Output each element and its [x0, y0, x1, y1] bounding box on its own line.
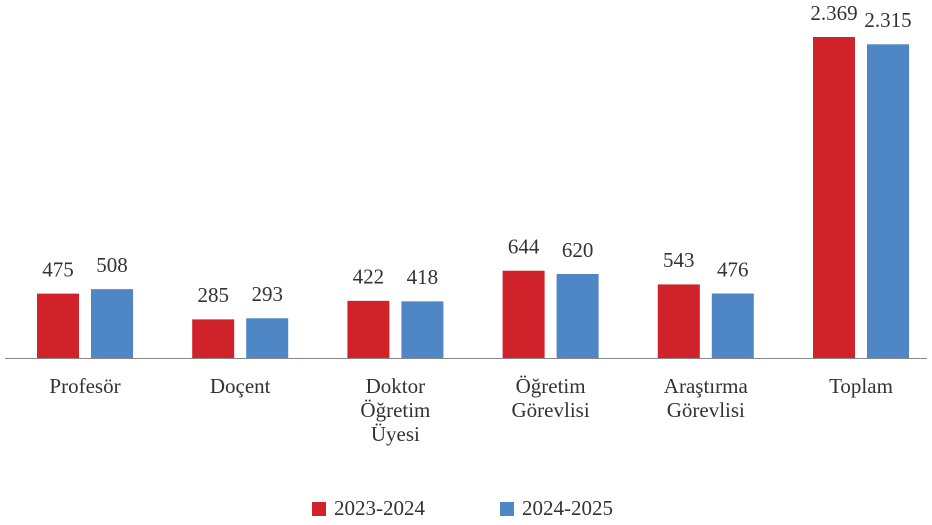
value-label: 543	[663, 248, 695, 272]
value-label: 476	[717, 257, 749, 281]
value-label: 2.369	[810, 1, 857, 25]
x-tick-label-line: Üyesi	[371, 422, 420, 446]
x-tick-label: Öğretim Görevlisi	[512, 374, 590, 422]
bar	[37, 293, 79, 358]
x-tick-label-line: Doktor	[366, 374, 426, 398]
bar	[401, 301, 444, 358]
x-tick-label-line: Öğretim	[360, 398, 430, 422]
bar	[711, 293, 754, 358]
legend-label: 2024-2025	[522, 496, 613, 520]
value-label: 293	[251, 282, 283, 306]
bar	[192, 319, 235, 358]
bar	[246, 318, 289, 358]
value-label: 422	[353, 265, 385, 289]
bar	[91, 289, 133, 358]
value-label: 285	[197, 283, 229, 307]
x-tick-label-line: Öğretim	[516, 374, 586, 398]
x-tick-label-line: Görevlisi	[512, 398, 590, 422]
value-label: 620	[562, 238, 594, 262]
x-tick-label: Toplam	[829, 374, 893, 398]
legend-swatch	[500, 502, 514, 516]
bar	[347, 300, 390, 358]
bar	[657, 284, 700, 358]
value-label: 508	[96, 253, 128, 277]
bar	[813, 37, 855, 358]
x-tick-label: Profesör	[49, 374, 120, 398]
x-tick-label: Doktor Öğretim Üyesi	[360, 374, 430, 446]
value-label: 2.315	[864, 8, 911, 32]
x-tick-label: Araştırma Görevlisi	[664, 374, 749, 422]
x-tick-label-line: Araştırma	[664, 374, 749, 398]
x-tick-label-line: Görevlisi	[667, 398, 745, 422]
bar	[556, 273, 599, 358]
x-tick-label: Doçent	[210, 374, 271, 398]
legend-swatch	[312, 502, 326, 516]
legend-label: 2023-2024	[334, 496, 425, 520]
value-label: 418	[407, 265, 439, 289]
value-label: 475	[42, 257, 74, 281]
value-label: 644	[508, 235, 540, 259]
bar	[867, 44, 909, 358]
bar	[502, 270, 545, 358]
